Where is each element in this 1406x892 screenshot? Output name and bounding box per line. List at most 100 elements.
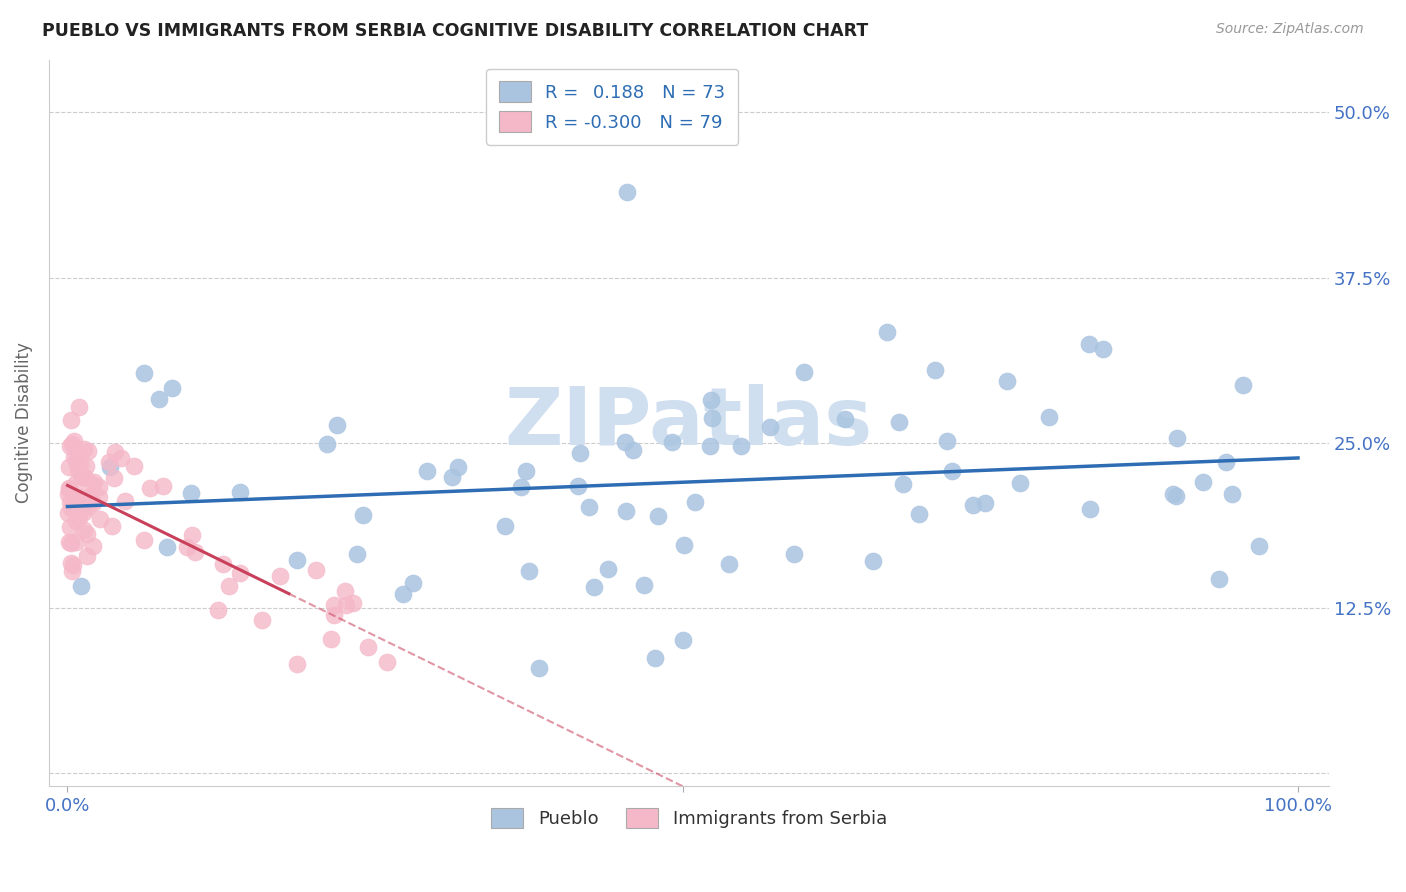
- Point: [70, 467, 93, 481]
- Point: [89, 512, 111, 526]
- Point: [59, 494, 82, 508]
- Point: [73, 505, 96, 519]
- Point: [1010, 475, 1032, 490]
- Point: [323, 598, 346, 612]
- Point: [70, 579, 93, 593]
- Point: [1166, 430, 1188, 444]
- Point: [936, 434, 959, 448]
- Point: [700, 411, 723, 425]
- Point: [401, 575, 423, 590]
- Point: [152, 478, 174, 492]
- Point: [1091, 342, 1114, 356]
- Point: [184, 544, 207, 558]
- Point: [60, 501, 83, 516]
- Point: [70, 470, 93, 484]
- Point: [65, 476, 87, 491]
- Point: [98, 460, 121, 475]
- Point: [876, 325, 898, 339]
- Point: [132, 366, 155, 380]
- Point: [941, 464, 963, 478]
- Point: [65, 514, 87, 528]
- Point: [834, 412, 856, 426]
- Point: [673, 538, 696, 552]
- Point: [67, 511, 90, 525]
- Point: [346, 547, 368, 561]
- Y-axis label: Cognitive Disability: Cognitive Disability: [15, 343, 32, 503]
- Point: [647, 508, 669, 523]
- Point: [891, 476, 914, 491]
- Point: [59, 556, 82, 570]
- Text: PUEBLO VS IMMIGRANTS FROM SERBIA COGNITIVE DISABILITY CORRELATION CHART: PUEBLO VS IMMIGRANTS FROM SERBIA COGNITI…: [42, 22, 869, 40]
- Point: [783, 547, 806, 561]
- Point: [218, 579, 240, 593]
- Point: [598, 561, 620, 575]
- Point: [101, 519, 124, 533]
- Point: [759, 420, 782, 434]
- Point: [63, 491, 86, 505]
- Point: [962, 499, 984, 513]
- Point: [60, 413, 83, 427]
- Point: [77, 444, 100, 458]
- Point: [58, 482, 80, 496]
- Point: [375, 655, 398, 669]
- Point: [76, 527, 98, 541]
- Point: [139, 481, 162, 495]
- Point: [1232, 378, 1254, 392]
- Point: [326, 418, 349, 433]
- Point: [661, 435, 683, 450]
- Point: [1191, 475, 1213, 489]
- Point: [76, 549, 98, 563]
- Point: [447, 460, 470, 475]
- Point: [72, 490, 94, 504]
- Point: [103, 471, 125, 485]
- Point: [58, 459, 80, 474]
- Point: [58, 535, 80, 549]
- Point: [730, 439, 752, 453]
- Point: [567, 478, 589, 492]
- Point: [75, 458, 97, 473]
- Point: [148, 392, 170, 407]
- Point: [322, 608, 344, 623]
- Point: [87, 480, 110, 494]
- Text: Source: ZipAtlas.com: Source: ZipAtlas.com: [1216, 22, 1364, 37]
- Point: [304, 563, 326, 577]
- Point: [229, 484, 252, 499]
- Point: [1038, 410, 1060, 425]
- Point: [614, 434, 637, 449]
- Point: [1208, 572, 1230, 586]
- Point: [82, 496, 104, 510]
- Point: [1077, 336, 1099, 351]
- Point: [441, 470, 464, 484]
- Point: [80, 477, 103, 491]
- Point: [352, 508, 374, 522]
- Point: [60, 437, 83, 451]
- Point: [683, 495, 706, 509]
- Point: [614, 504, 637, 518]
- Point: [83, 475, 105, 489]
- Point: [114, 494, 136, 508]
- Point: [1164, 489, 1187, 503]
- Point: [1249, 539, 1271, 553]
- Point: [887, 415, 910, 429]
- Point: [621, 443, 644, 458]
- Point: [392, 586, 415, 600]
- Legend: Pueblo, Immigrants from Serbia: Pueblo, Immigrants from Serbia: [484, 800, 894, 836]
- Point: [515, 464, 537, 478]
- Point: [156, 541, 179, 555]
- Point: [862, 554, 884, 568]
- Point: [82, 539, 104, 553]
- Point: [582, 580, 605, 594]
- Point: [63, 434, 86, 448]
- Point: [633, 578, 655, 592]
- Point: [77, 500, 100, 514]
- Point: [319, 632, 342, 647]
- Point: [65, 453, 87, 467]
- Point: [62, 491, 84, 505]
- Point: [252, 613, 274, 627]
- Point: [207, 602, 229, 616]
- Point: [98, 455, 121, 469]
- Point: [973, 496, 995, 510]
- Point: [315, 437, 337, 451]
- Point: [578, 500, 600, 514]
- Point: [56, 487, 79, 501]
